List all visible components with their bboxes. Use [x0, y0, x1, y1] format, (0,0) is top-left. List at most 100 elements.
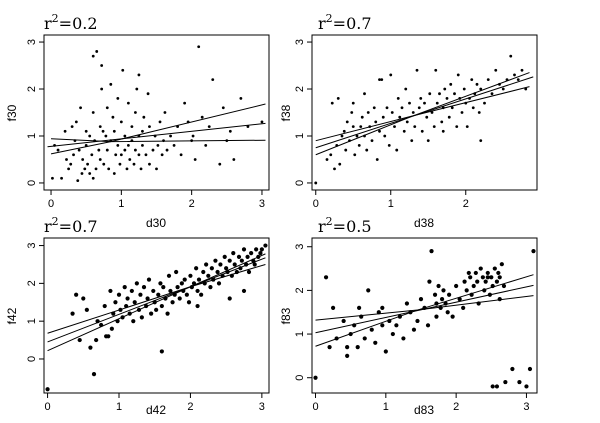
data-point: [95, 50, 99, 53]
data-point: [156, 292, 161, 297]
data-point: [494, 279, 500, 284]
data-point: [462, 87, 466, 91]
regression-lines: [47, 103, 266, 155]
data-point: [218, 162, 222, 166]
data-point: [181, 288, 186, 294]
data-point: [45, 387, 50, 392]
data-point: [501, 283, 507, 289]
data-point: [380, 305, 385, 310]
data-point: [353, 153, 357, 157]
data-point: [398, 115, 402, 119]
data-point: [114, 153, 118, 157]
data-point: [517, 379, 522, 385]
data-point: [352, 323, 357, 328]
data-point: [121, 68, 125, 72]
data-point: [360, 115, 364, 119]
data-point: [428, 92, 432, 96]
data-point: [67, 167, 71, 171]
x-axis-ticks: 0 1 2 3: [312, 393, 530, 413]
data-point: [239, 97, 243, 100]
data-point: [513, 73, 516, 77]
data-point: [56, 148, 60, 152]
data-point: [183, 101, 187, 105]
data-point: [503, 379, 508, 385]
data-point: [131, 319, 136, 324]
data-point: [111, 311, 116, 316]
data-point: [155, 167, 158, 171]
data-point: [118, 307, 123, 312]
data-point: [487, 292, 492, 297]
data-point: [148, 162, 151, 166]
data-point: [516, 78, 520, 82]
data-point: [415, 318, 420, 324]
data-point: [344, 148, 348, 152]
y-axis-label: f30: [5, 104, 19, 121]
data-point: [134, 148, 137, 152]
data-point: [99, 322, 104, 328]
data-point: [387, 143, 391, 147]
data-point: [156, 143, 160, 147]
data-point: [471, 283, 476, 289]
data-point: [65, 158, 68, 161]
data-point: [122, 285, 127, 290]
data-point: [213, 258, 218, 263]
data-point: [111, 115, 115, 119]
data-point: [134, 281, 139, 286]
y-tick-label: 1: [26, 133, 38, 139]
data-point: [51, 176, 54, 180]
data-point: [254, 247, 259, 252]
regression-line: [47, 122, 266, 148]
data-point: [125, 167, 129, 171]
data-point: [135, 87, 139, 91]
data-point: [228, 129, 232, 133]
data-point: [149, 311, 154, 316]
data-point: [172, 292, 177, 297]
data-point: [258, 251, 263, 256]
data-point: [465, 125, 469, 128]
data-point: [100, 64, 104, 67]
data-point: [225, 139, 229, 143]
data-point: [161, 285, 166, 290]
data-point: [420, 129, 424, 133]
data-point: [466, 270, 471, 276]
data-point: [485, 275, 490, 280]
data-point: [449, 82, 453, 86]
data-point: [380, 78, 384, 82]
data-point: [415, 68, 419, 72]
data-point: [112, 129, 116, 133]
data-point: [469, 292, 474, 297]
data-point: [338, 162, 342, 166]
data-point: [456, 73, 460, 77]
data-point: [125, 296, 130, 301]
data-point: [202, 281, 207, 286]
scatter-panel-d30-f30: r2=0.2 0 1 2 3 0 1 2 3 d30 f30: [5, 12, 270, 230]
data-point: [88, 172, 92, 175]
data-point: [168, 288, 173, 294]
data-point: [330, 305, 336, 310]
data-point: [151, 288, 156, 294]
data-point: [158, 120, 162, 124]
data-point: [450, 314, 455, 319]
data-point: [91, 111, 95, 114]
data-point: [127, 311, 132, 316]
data-point: [429, 248, 434, 254]
data-point: [445, 97, 449, 100]
x-tick-label: 1: [116, 401, 122, 413]
data-point: [166, 273, 172, 278]
data-point: [490, 92, 494, 96]
data-point: [160, 153, 164, 157]
data-point: [419, 97, 423, 100]
data-point: [471, 106, 475, 110]
data-point: [520, 68, 524, 72]
data-point: [494, 68, 498, 72]
data-point: [232, 262, 237, 267]
data-point: [224, 266, 229, 271]
data-point: [146, 277, 152, 282]
data-point: [244, 262, 249, 267]
confidence-band-upper: [47, 253, 266, 334]
data-point: [348, 139, 351, 143]
x-axis-label: d83: [414, 403, 434, 417]
data-point: [176, 125, 179, 128]
data-point: [423, 101, 426, 105]
data-point: [95, 319, 100, 324]
